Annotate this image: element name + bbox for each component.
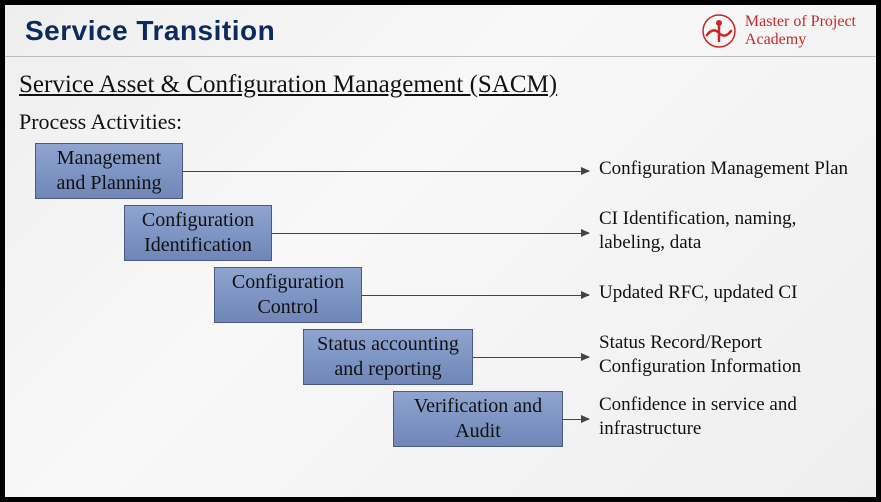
- logo-line1: Master of Project: [745, 13, 856, 31]
- logo: Master of Project Academy: [701, 13, 856, 50]
- logo-icon: [701, 13, 737, 49]
- step-output-2: Updated RFC, updated CI: [599, 281, 849, 305]
- process-diagram: Management and Planning Configuration Man…: [19, 143, 862, 497]
- step-box-2: Configuration Control: [214, 267, 362, 323]
- step-box-1: Configuration Identification: [124, 205, 272, 261]
- logo-text: Master of Project Academy: [745, 13, 856, 50]
- arrow-1: [272, 233, 589, 234]
- arrow-2: [362, 295, 589, 296]
- section-subtitle: Process Activities:: [19, 109, 862, 135]
- arrow-0: [183, 171, 589, 172]
- step-output-4: Confidence in service and infrastructure: [599, 393, 849, 441]
- content-area: Service Asset & Configuration Management…: [5, 57, 876, 497]
- slide-title: Service Transition: [25, 15, 275, 47]
- slide: Service Transition Master of Project Aca…: [5, 5, 876, 497]
- step-output-3: Status Record/Report Configuration Infor…: [599, 331, 849, 379]
- section-title: Service Asset & Configuration Management…: [19, 71, 862, 99]
- step-output-1: CI Identification, naming, labeling, dat…: [599, 207, 849, 255]
- arrow-4: [563, 419, 589, 420]
- step-box-4: Verification and Audit: [393, 391, 563, 447]
- step-box-0: Management and Planning: [35, 143, 183, 199]
- arrow-3: [473, 357, 589, 358]
- step-box-3: Status accounting and reporting: [303, 329, 473, 385]
- step-output-0: Configuration Management Plan: [599, 157, 849, 181]
- logo-line2: Academy: [745, 31, 856, 49]
- header-bar: Service Transition Master of Project Aca…: [5, 5, 876, 57]
